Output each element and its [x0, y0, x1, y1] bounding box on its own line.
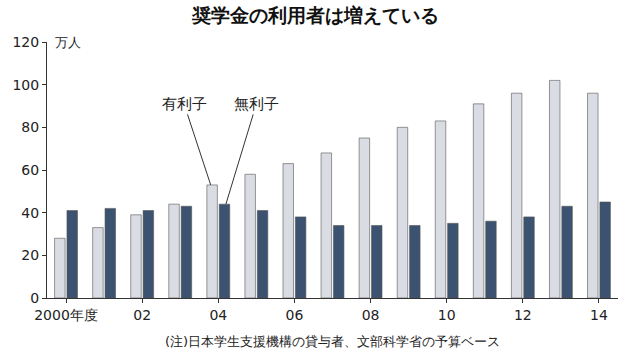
svg-text:06: 06 [286, 307, 304, 323]
svg-text:(注)日本学生支援機構の貸与者、文部科学省の予算ベース: (注)日本学生支援機構の貸与者、文部科学省の予算ベース [165, 334, 500, 349]
svg-text:14: 14 [590, 307, 608, 323]
svg-text:0: 0 [30, 290, 39, 306]
svg-text:04: 04 [209, 307, 227, 323]
svg-text:120: 120 [12, 34, 39, 50]
svg-text:02: 02 [133, 307, 151, 323]
svg-text:80: 80 [21, 119, 39, 135]
svg-text:60: 60 [21, 162, 39, 178]
svg-text:奨学金の利用者は増えている: 奨学金の利用者は増えている [191, 4, 439, 26]
svg-text:100: 100 [12, 77, 39, 93]
svg-text:40: 40 [21, 205, 39, 221]
svg-text:万人: 万人 [55, 35, 81, 50]
svg-text:2000年度: 2000年度 [34, 307, 98, 323]
svg-text:無利子: 無利子 [234, 95, 279, 113]
svg-text:08: 08 [362, 307, 380, 323]
svg-text:有利子: 有利子 [162, 95, 207, 113]
svg-text:20: 20 [21, 247, 39, 263]
svg-text:12: 12 [514, 307, 532, 323]
svg-text:10: 10 [438, 307, 456, 323]
